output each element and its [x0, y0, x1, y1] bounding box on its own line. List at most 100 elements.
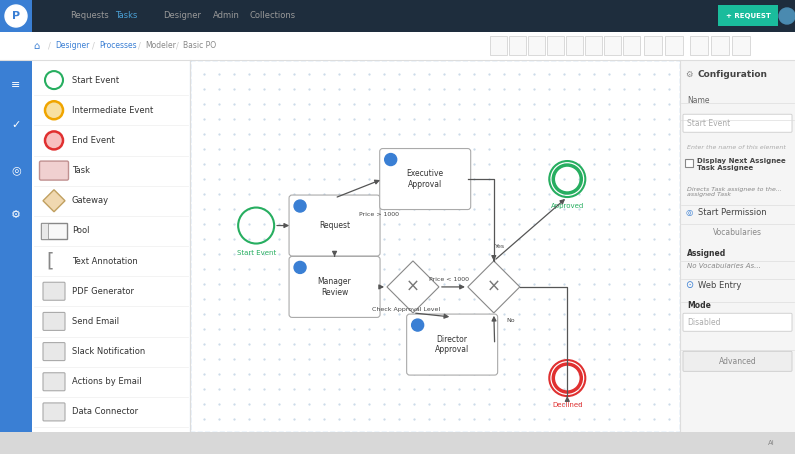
- Text: + REQUEST: + REQUEST: [726, 13, 770, 19]
- FancyBboxPatch shape: [380, 148, 471, 210]
- FancyBboxPatch shape: [407, 314, 498, 375]
- Text: Request: Request: [319, 221, 350, 230]
- FancyBboxPatch shape: [690, 36, 708, 55]
- Circle shape: [45, 101, 63, 119]
- Text: Check Approval Level: Check Approval Level: [371, 307, 440, 312]
- Polygon shape: [467, 261, 520, 313]
- Text: End Event: End Event: [72, 136, 114, 145]
- Text: Name: Name: [687, 96, 709, 105]
- Text: No: No: [506, 318, 515, 323]
- Circle shape: [294, 262, 306, 273]
- FancyBboxPatch shape: [644, 36, 662, 55]
- Text: ⚙: ⚙: [685, 70, 692, 79]
- FancyBboxPatch shape: [190, 60, 680, 432]
- FancyBboxPatch shape: [0, 0, 32, 32]
- Text: P: P: [12, 11, 20, 21]
- Text: Configuration: Configuration: [698, 70, 768, 79]
- Text: Disabled: Disabled: [687, 318, 720, 327]
- Text: Start Permission: Start Permission: [698, 208, 766, 217]
- Text: Advanced: Advanced: [719, 357, 756, 366]
- Text: ≡: ≡: [11, 80, 21, 90]
- Circle shape: [779, 8, 795, 24]
- FancyBboxPatch shape: [711, 36, 729, 55]
- Text: Start Event: Start Event: [687, 119, 731, 128]
- Text: Start Event: Start Event: [72, 75, 119, 84]
- FancyBboxPatch shape: [40, 161, 68, 180]
- Circle shape: [5, 5, 27, 27]
- Text: Modeler: Modeler: [145, 41, 176, 50]
- Text: Mode: Mode: [687, 301, 711, 310]
- Circle shape: [412, 319, 424, 331]
- Text: Display Next Assignee
Task Assignee: Display Next Assignee Task Assignee: [697, 158, 785, 171]
- FancyBboxPatch shape: [683, 114, 792, 132]
- FancyBboxPatch shape: [490, 36, 507, 55]
- FancyBboxPatch shape: [683, 351, 792, 371]
- Text: ×: ×: [406, 278, 420, 296]
- Text: /: /: [176, 41, 179, 50]
- Text: Send Email: Send Email: [72, 317, 119, 326]
- Text: Price > 1000: Price > 1000: [359, 212, 398, 217]
- Text: ⚙: ⚙: [11, 210, 21, 220]
- Text: Ai: Ai: [768, 440, 775, 446]
- Text: Requests: Requests: [70, 11, 109, 20]
- Text: Admin: Admin: [213, 11, 240, 20]
- FancyBboxPatch shape: [0, 432, 795, 454]
- Text: [: [: [46, 252, 53, 271]
- FancyBboxPatch shape: [43, 312, 65, 331]
- FancyBboxPatch shape: [43, 343, 65, 360]
- FancyBboxPatch shape: [43, 403, 65, 421]
- Text: Web Entry: Web Entry: [698, 281, 742, 290]
- Text: Director
Approval: Director Approval: [435, 335, 469, 354]
- Text: Enter the name of this element: Enter the name of this element: [687, 145, 786, 150]
- Text: Collections: Collections: [250, 11, 296, 20]
- FancyBboxPatch shape: [585, 36, 602, 55]
- FancyBboxPatch shape: [683, 313, 792, 331]
- Text: /: /: [92, 41, 95, 50]
- FancyBboxPatch shape: [528, 36, 545, 55]
- Text: PDF Generator: PDF Generator: [72, 287, 134, 296]
- Text: Vocabularies: Vocabularies: [713, 228, 762, 237]
- Text: Declined: Declined: [552, 402, 583, 408]
- Text: ⌂: ⌂: [33, 41, 39, 51]
- FancyBboxPatch shape: [566, 36, 583, 55]
- Text: Pool: Pool: [72, 227, 90, 236]
- FancyBboxPatch shape: [665, 36, 683, 55]
- FancyBboxPatch shape: [623, 36, 640, 55]
- Circle shape: [385, 153, 397, 166]
- Text: Designer: Designer: [163, 11, 201, 20]
- FancyBboxPatch shape: [0, 0, 795, 32]
- Text: ◎: ◎: [11, 165, 21, 175]
- FancyBboxPatch shape: [43, 373, 65, 391]
- Text: Text Annotation: Text Annotation: [72, 257, 138, 266]
- Circle shape: [45, 131, 63, 149]
- Text: Actions by Email: Actions by Email: [72, 377, 142, 386]
- FancyBboxPatch shape: [0, 32, 795, 60]
- Circle shape: [294, 200, 306, 212]
- Text: Designer: Designer: [55, 41, 89, 50]
- FancyBboxPatch shape: [509, 36, 526, 55]
- FancyBboxPatch shape: [32, 60, 190, 432]
- Text: /: /: [138, 41, 141, 50]
- FancyBboxPatch shape: [41, 223, 48, 239]
- Text: Yes: Yes: [495, 243, 506, 248]
- Text: Start Event: Start Event: [237, 250, 276, 256]
- Text: /: /: [48, 41, 51, 50]
- Text: Task: Task: [72, 166, 90, 175]
- Text: Price < 1000: Price < 1000: [429, 277, 469, 282]
- FancyBboxPatch shape: [547, 36, 564, 55]
- Text: ✓: ✓: [11, 120, 21, 130]
- Text: Intermediate Event: Intermediate Event: [72, 106, 153, 115]
- Text: Data Connector: Data Connector: [72, 407, 138, 416]
- Polygon shape: [387, 261, 439, 313]
- FancyBboxPatch shape: [289, 195, 380, 256]
- Text: ×: ×: [487, 278, 501, 296]
- Text: ⊙: ⊙: [685, 280, 693, 290]
- Text: Processes: Processes: [99, 41, 137, 50]
- FancyBboxPatch shape: [604, 36, 621, 55]
- Text: Approved: Approved: [551, 203, 584, 209]
- Text: No Vocabularies As...: No Vocabularies As...: [687, 263, 761, 270]
- Text: ◎: ◎: [685, 208, 692, 217]
- FancyBboxPatch shape: [718, 5, 778, 26]
- Text: Assigned: Assigned: [687, 249, 727, 258]
- FancyBboxPatch shape: [680, 60, 795, 432]
